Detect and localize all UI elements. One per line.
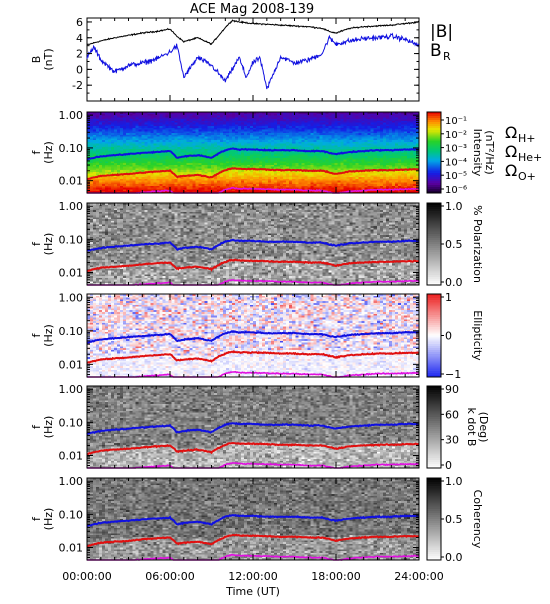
legend-entry-subscript: R [443,50,451,63]
panel-frame [87,18,419,101]
y-tick-label: 4 [76,32,83,45]
y-tick-label: -2 [72,79,83,92]
y-tick-label: 2 [76,48,83,61]
legend-entry-b-magnitude: |B| [430,22,453,42]
y-tick-label: 0 [76,63,83,76]
chart-title: ACE Mag 2008-139 [190,2,314,17]
legend-entry-b-radial: B [430,41,442,61]
y-label-line: (nT) [42,48,55,70]
y-tick-label: 6 [76,16,83,29]
